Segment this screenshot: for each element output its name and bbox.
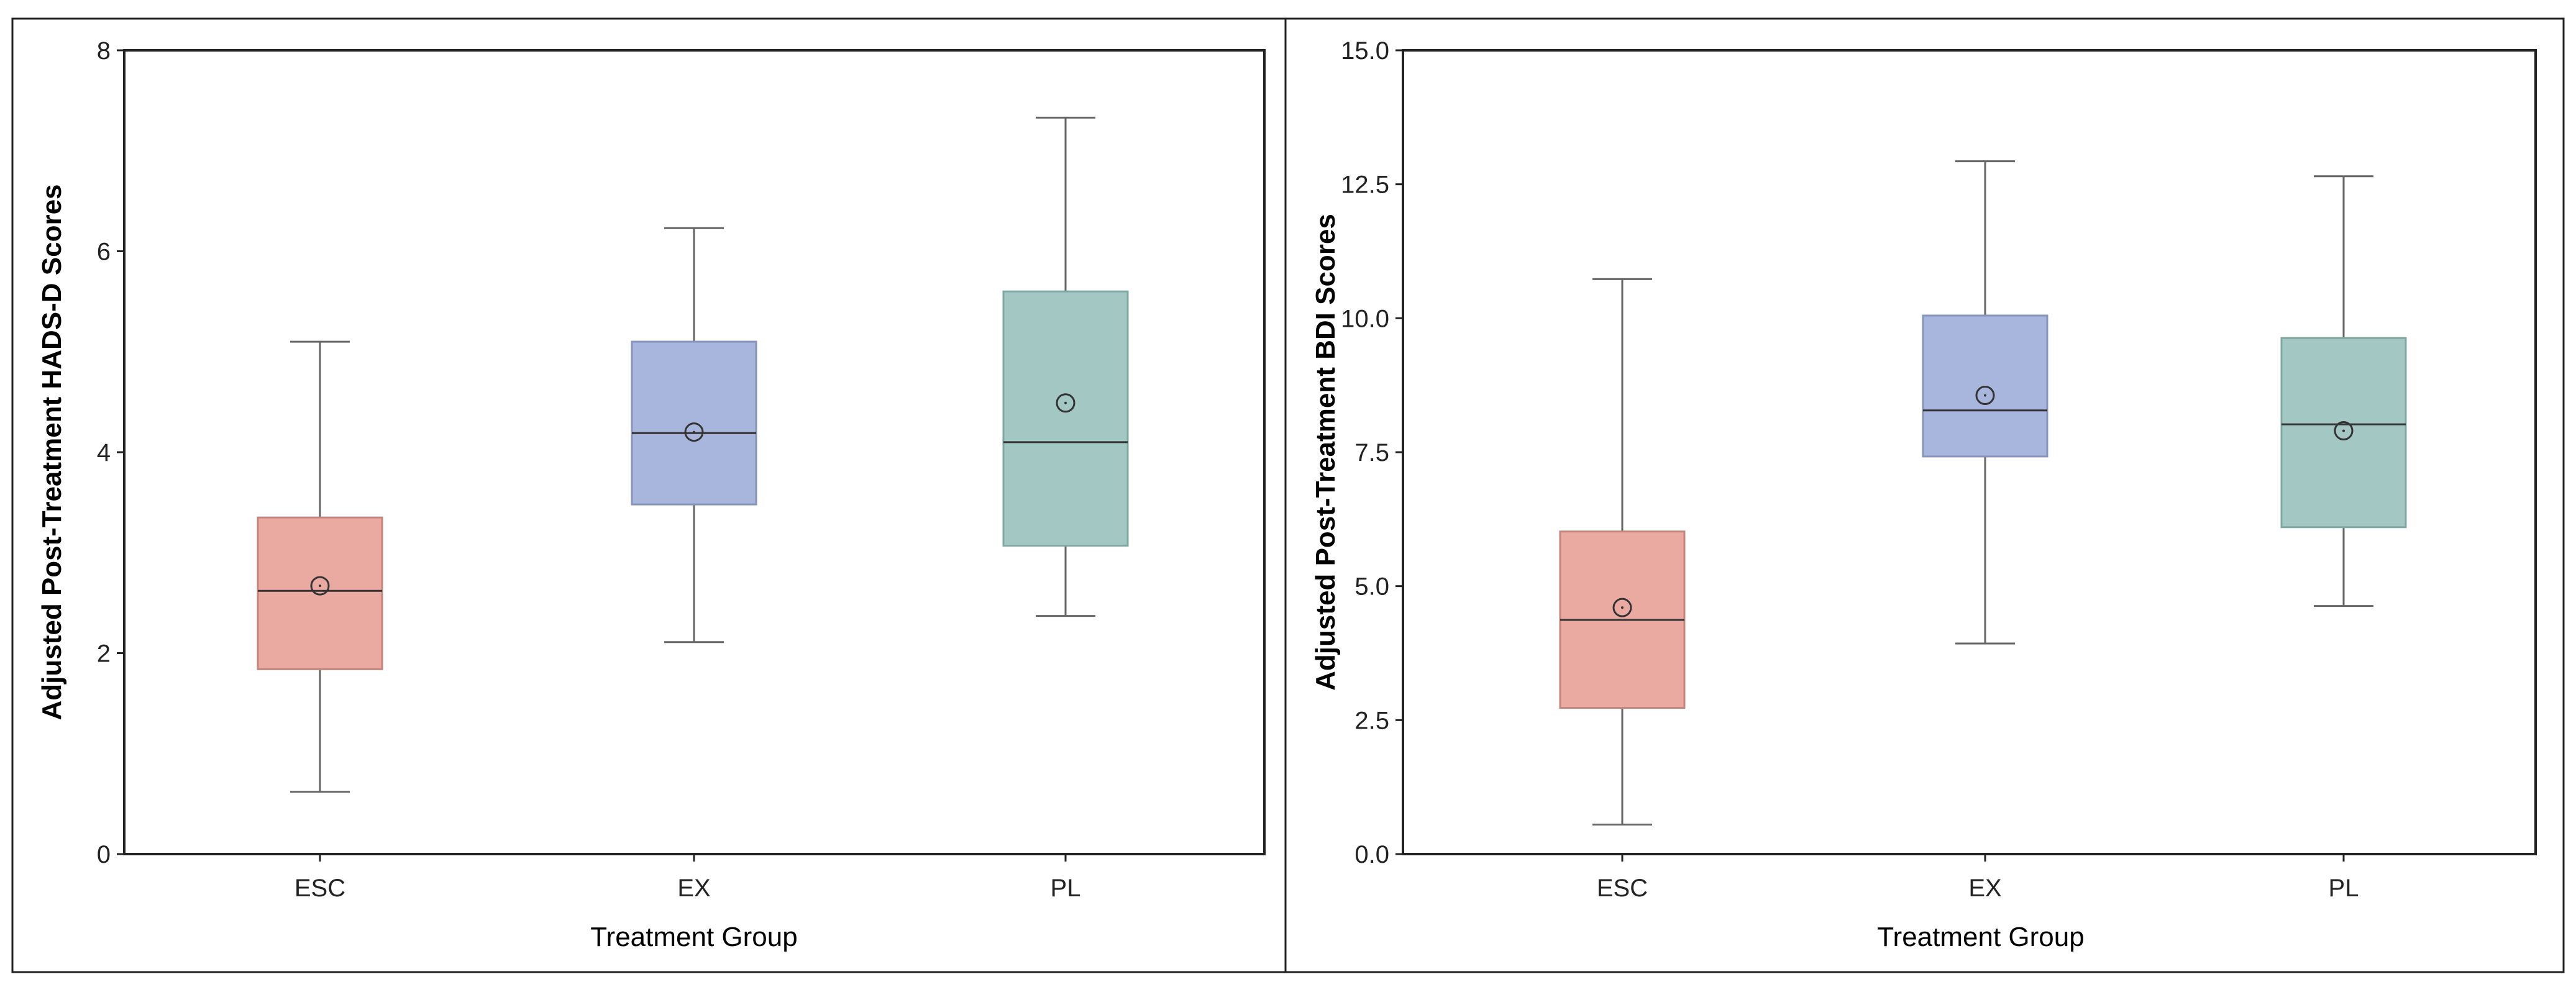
right-panel-frame bbox=[1284, 17, 2565, 973]
y-tick-label-bdi: 15.0 bbox=[1341, 37, 1389, 65]
y-axis-title-bdi: Adjusted Post-Treatment BDI Scores bbox=[1310, 214, 1341, 691]
x-tick-label-bdi: PL bbox=[2329, 875, 2359, 902]
y-axis-ticks-hads-d: 0 2 4 6 8 bbox=[97, 37, 124, 868]
box-esc-bdi bbox=[1559, 278, 1686, 826]
mean-marker bbox=[684, 422, 704, 442]
box-esc-hads-d bbox=[257, 340, 383, 793]
mean-marker-dot bbox=[1621, 606, 1624, 609]
iqr-box bbox=[2280, 337, 2407, 529]
box-ex-bdi bbox=[1922, 160, 2048, 645]
y-tick-label-hads-d: 6 bbox=[97, 239, 111, 266]
mean-marker bbox=[310, 576, 330, 596]
iqr-box bbox=[1002, 290, 1129, 547]
mean-marker bbox=[2334, 421, 2354, 440]
y-tick-label-bdi: 2.5 bbox=[1354, 707, 1389, 734]
y-tick-label-bdi: 5.0 bbox=[1354, 573, 1389, 601]
y-tick-label-hads-d: 8 bbox=[97, 37, 111, 65]
box-pl-bdi bbox=[2280, 175, 2407, 607]
x-tick-label-hads-d: EX bbox=[677, 875, 710, 902]
x-axis-ticks-hads-d: ESC EX PL bbox=[295, 854, 1081, 902]
mean-marker-dot bbox=[2342, 429, 2345, 432]
mean-marker bbox=[1975, 386, 1995, 406]
boxes-hads-d bbox=[257, 116, 1129, 793]
x-tick-label-bdi: ESC bbox=[1597, 875, 1648, 902]
mean-marker bbox=[1612, 598, 1632, 617]
iqr-box bbox=[257, 516, 383, 670]
boxes-bdi bbox=[1559, 160, 2407, 826]
y-tick-label-bdi: 0.0 bbox=[1354, 841, 1389, 868]
mean-marker-dot bbox=[1064, 401, 1067, 404]
y-axis-title-hads-d: Adjusted Post-Treatment HADS-D Scores bbox=[37, 184, 67, 720]
y-tick-label-hads-d: 2 bbox=[97, 640, 111, 668]
box-ex-hads-d bbox=[631, 227, 757, 644]
y-tick-label-bdi: 7.5 bbox=[1354, 439, 1389, 466]
y-tick-label-bdi: 12.5 bbox=[1341, 171, 1389, 199]
x-tick-label-hads-d: ESC bbox=[295, 875, 345, 902]
y-axis-ticks-bdi: 0.0 2.5 5.0 7.5 10.0 12.5 15.0 bbox=[1341, 37, 1403, 868]
mean-marker bbox=[1056, 393, 1076, 413]
chart-hads-d: 0 2 4 6 8 ESC EX PL Treatment Group Adjusted P… bbox=[37, 37, 1266, 952]
x-axis-title-hads-d: Treatment Group bbox=[590, 922, 797, 952]
y-tick-label-bdi: 10.0 bbox=[1341, 305, 1389, 332]
chart-bdi: 0.0 2.5 5.0 7.5 10.0 12.5 15.0 ESC EX PL Treatme… bbox=[1310, 37, 2537, 952]
mean-marker-dot bbox=[693, 430, 695, 434]
x-axis-title-bdi: Treatment Group bbox=[1877, 922, 2084, 952]
mean-marker-dot bbox=[1984, 394, 1986, 397]
box-pl-hads-d bbox=[1002, 116, 1129, 617]
x-axis-ticks-bdi: ESC EX PL bbox=[1597, 854, 2359, 902]
x-tick-label-bdi: EX bbox=[1968, 875, 2001, 902]
x-tick-label-hads-d: PL bbox=[1051, 875, 1081, 902]
y-tick-label-hads-d: 0 bbox=[97, 841, 111, 868]
mean-marker-dot bbox=[319, 584, 321, 588]
y-tick-label-hads-d: 4 bbox=[97, 439, 111, 466]
